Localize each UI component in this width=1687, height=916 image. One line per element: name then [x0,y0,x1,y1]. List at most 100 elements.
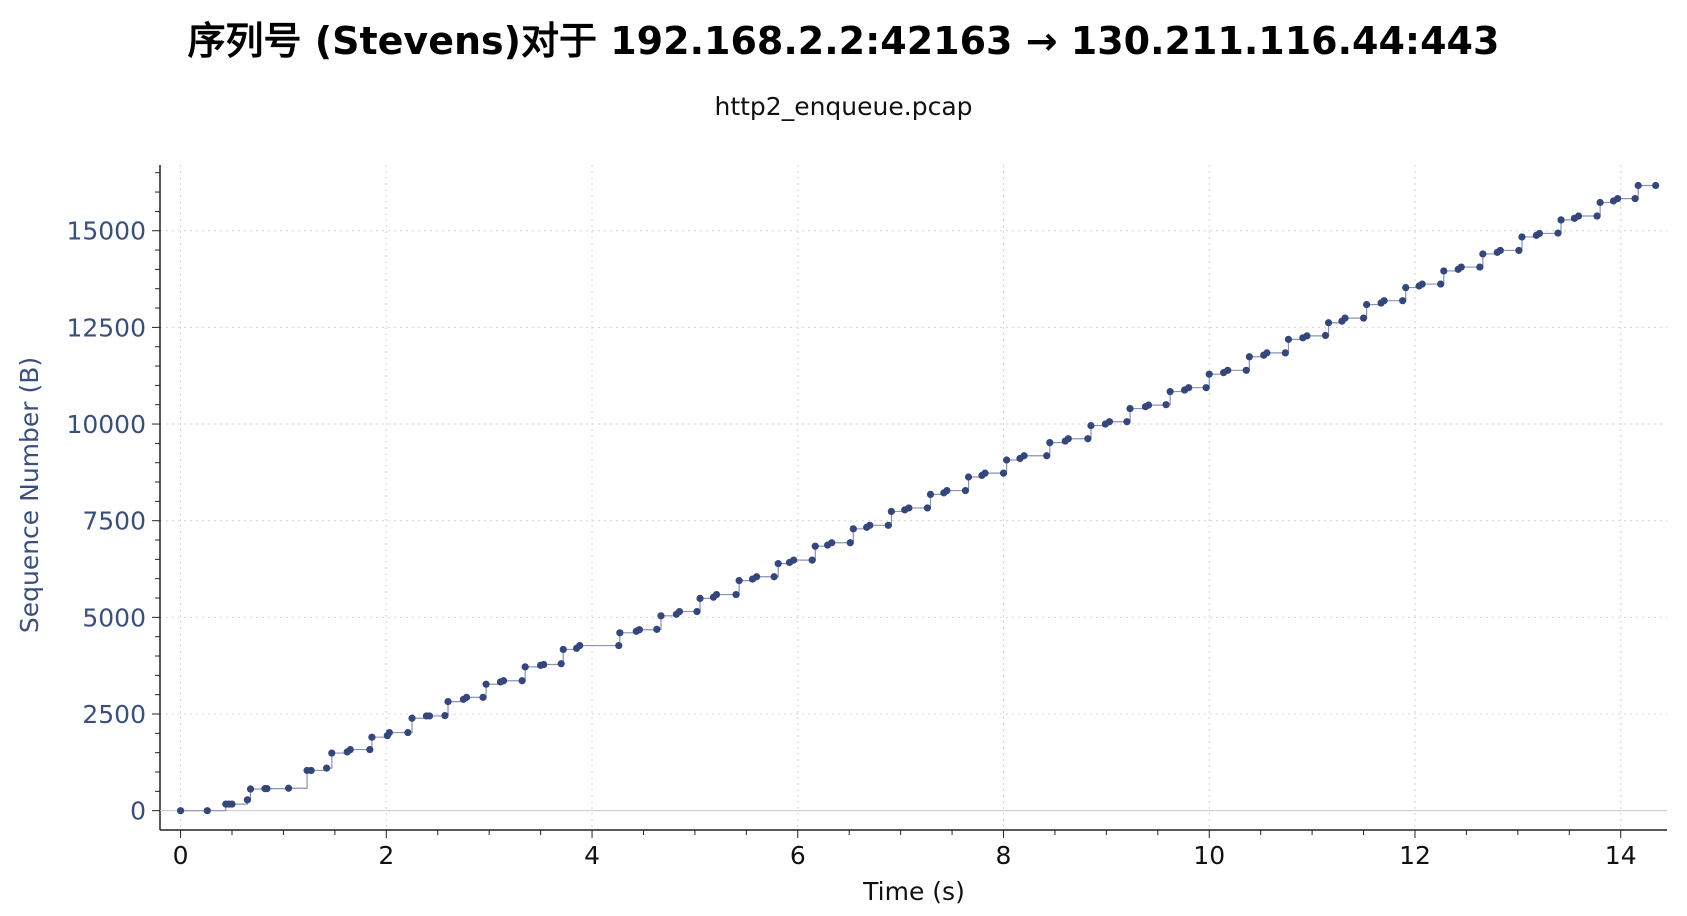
data-point-52 [732,590,740,599]
data-point-139 [1574,212,1583,220]
data-point-95 [1144,401,1153,409]
x-tick-label-2: 4 [584,841,600,870]
y-tick-label-3: 7500 [82,507,146,536]
data-point-146 [1652,181,1660,190]
data-point-123 [1418,280,1426,288]
data-point-64 [846,539,854,547]
data-point-1 [203,807,211,815]
axes [152,165,1667,838]
data-point-19 [385,728,393,737]
data-point-12 [323,764,331,772]
data-point-72 [923,504,931,512]
data-point-115 [1341,314,1349,322]
data-point-75 [943,486,951,495]
data-point-144 [1631,195,1639,203]
data-point-109 [1284,335,1293,343]
data-point-60 [808,556,816,564]
data-point-16 [366,745,374,754]
data-point-119 [1380,297,1388,305]
data-point-97 [1166,387,1174,396]
data-point-44 [653,625,661,633]
data-point-113 [1324,319,1333,327]
data-point-89 [1087,421,1095,430]
data-point-65 [849,525,857,533]
x-tick-label-1: 2 [378,841,394,870]
data-point-107 [1263,349,1271,357]
data-point-41 [616,629,624,637]
data-point-27 [462,693,471,701]
data-point-21 [408,714,416,722]
data-point-43 [635,626,643,634]
data-point-125 [1440,267,1448,275]
data-point-36 [557,660,565,668]
data-point-93 [1126,404,1134,413]
data-point-39 [576,641,584,650]
data-point-100 [1202,384,1210,392]
data-point-63 [828,539,836,547]
data-point-55 [753,573,761,581]
data-point-48 [693,607,701,616]
data-point-92 [1123,418,1131,426]
y-tick-label-6: 15000 [66,217,146,246]
data-point-131 [1496,246,1504,255]
chart-title: 序列号 (Stevens)对于 192.168.2.2:42163 → 130.… [187,19,1500,63]
data-point-116 [1359,314,1368,322]
data-point-132 [1515,246,1523,255]
data-point-40 [615,641,623,650]
data-point-76 [961,486,970,495]
series-0-line [180,184,1656,812]
data-point-88 [1084,435,1092,443]
data-point-104 [1242,366,1250,374]
data-point-28 [479,693,487,701]
data-point-73 [926,490,935,499]
data-point-84 [1043,452,1051,460]
data-point-33 [521,663,529,671]
data-point-20 [404,728,412,737]
data-point-136 [1554,229,1562,237]
data-point-77 [964,473,973,481]
data-point-56 [770,573,778,581]
data-point-4 [228,800,236,808]
data-point-81 [1002,456,1011,464]
data-point-121 [1402,283,1410,292]
data-point-59 [790,556,798,564]
data-point-69 [887,507,895,516]
data-point-120 [1399,297,1407,305]
y-tick-label-1: 2500 [82,700,146,729]
data-point-71 [905,504,913,512]
data-point-53 [735,577,743,585]
data-point-29 [482,680,490,688]
data-point-111 [1303,332,1311,340]
series-0 [176,181,1660,815]
x-tick-label-3: 6 [790,841,806,870]
data-point-17 [368,733,376,741]
data-point-37 [559,645,567,654]
data-point-133 [1518,233,1526,241]
data-point-11 [307,766,315,775]
data-point-61 [811,542,819,550]
data-point-128 [1476,263,1484,271]
data-point-31 [499,677,508,685]
data-point-24 [441,711,449,720]
data-point-101 [1205,370,1213,378]
data-point-23 [425,712,434,720]
data-point-129 [1479,250,1487,258]
y-axis-label: Sequence Number (B) [15,357,44,633]
data-point-79 [981,469,989,477]
data-point-99 [1185,384,1193,392]
data-point-32 [518,677,526,685]
data-point-140 [1593,212,1601,220]
chart-subtitle: http2_enqueue.pcap [714,92,973,121]
data-point-145 [1634,181,1642,190]
x-axis-label: Time (s) [862,877,965,906]
data-point-57 [774,560,782,568]
data-point-25 [444,698,452,706]
data-point-105 [1245,353,1253,361]
data-point-45 [657,612,665,620]
data-point-96 [1162,401,1170,409]
data-point-13 [328,749,336,757]
data-point-112 [1321,331,1330,340]
data-point-143 [1614,195,1622,203]
data-point-87 [1064,435,1072,443]
